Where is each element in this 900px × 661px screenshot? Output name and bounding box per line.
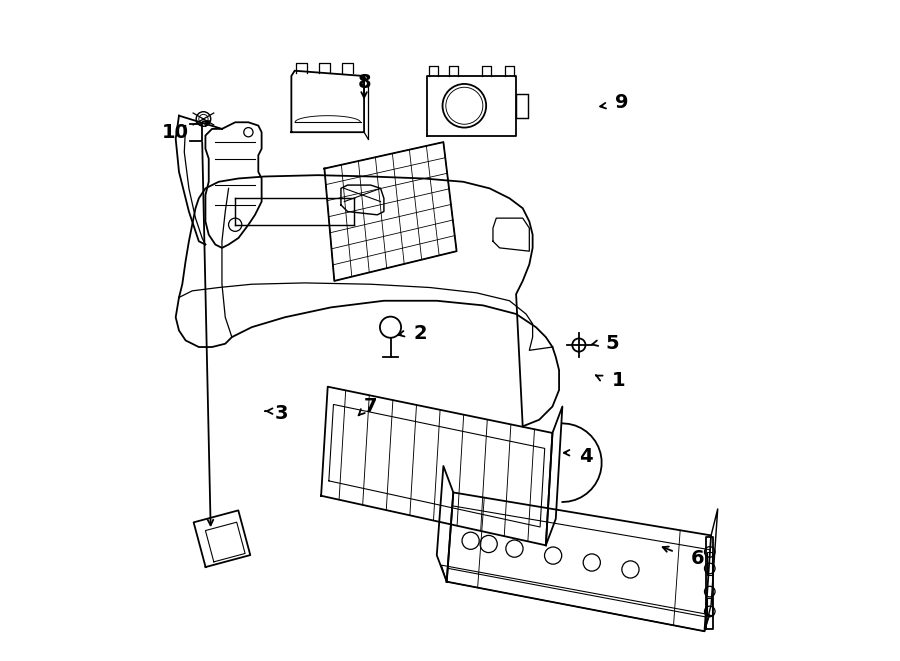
Text: 3: 3 — [274, 404, 288, 422]
Text: 5: 5 — [605, 334, 619, 353]
Text: 4: 4 — [579, 447, 592, 465]
Bar — [707, 552, 713, 575]
Text: 1: 1 — [612, 371, 625, 389]
Text: 10: 10 — [162, 123, 189, 141]
Text: 6: 6 — [691, 549, 705, 568]
Text: 9: 9 — [615, 93, 628, 112]
Text: 2: 2 — [413, 325, 428, 343]
Bar — [516, 94, 528, 118]
Text: 8: 8 — [357, 73, 371, 92]
Text: 7: 7 — [364, 397, 377, 416]
Bar — [707, 598, 713, 615]
